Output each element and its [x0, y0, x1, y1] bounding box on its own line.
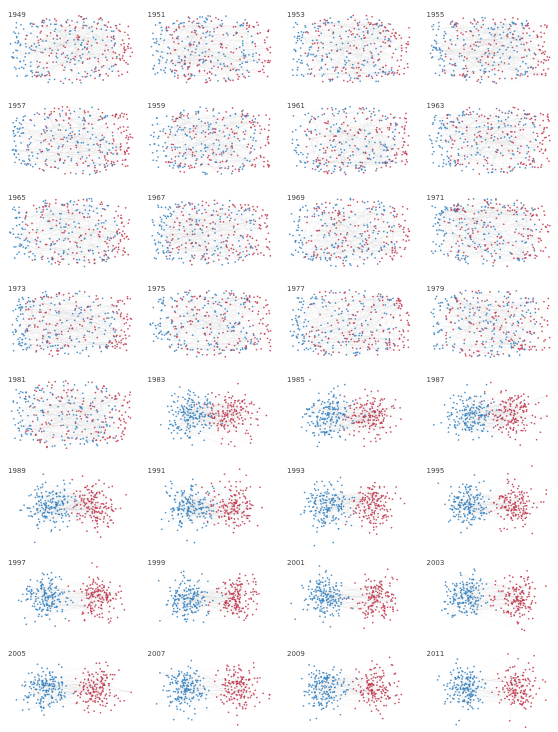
network-panel-1949: 1949: [0, 2, 139, 93]
year-label: 1977: [287, 286, 305, 293]
year-label: 1951: [148, 12, 166, 19]
network-panel-2009: 2009: [279, 641, 418, 732]
year-label: 1991: [148, 468, 166, 475]
network-panel-1961: 1961: [279, 93, 418, 184]
year-label: 2007: [148, 651, 166, 658]
year-label: 2009: [287, 651, 305, 658]
network-panel-2011: 2011: [419, 641, 558, 732]
edges: [10, 198, 129, 266]
network-panel-1979: 1979: [419, 276, 558, 367]
year-label: 1995: [427, 468, 445, 475]
year-label: 1967: [148, 195, 166, 202]
nodes: [159, 383, 266, 447]
edges: [431, 290, 549, 356]
network-panel-1993: 1993: [279, 458, 418, 549]
edges: [12, 381, 130, 448]
network-panel-2003: 2003: [419, 550, 558, 641]
year-label: 1979: [427, 286, 445, 293]
edges: [158, 571, 256, 622]
year-label: 1975: [148, 286, 166, 293]
network-panel-2001: 2001: [279, 550, 418, 641]
network-panel-1951: 1951: [140, 2, 279, 93]
network-panel-1955: 1955: [419, 2, 558, 93]
network-panel-1957: 1957: [0, 93, 139, 184]
nodes: [300, 477, 405, 547]
network-panel-1983: 1983: [140, 367, 279, 458]
network-panel-1965: 1965: [0, 185, 139, 276]
network-panel-1999: 1999: [140, 550, 279, 641]
edges: [304, 478, 396, 535]
edges: [156, 660, 269, 724]
year-label: 1983: [148, 377, 166, 384]
network-panel-1995: 1995: [419, 458, 558, 549]
year-label: 1999: [148, 560, 166, 567]
year-label: 1985: [287, 377, 305, 384]
network-panel-1987: 1987: [419, 367, 558, 458]
year-label: 1949: [8, 12, 26, 19]
network-panel-1971: 1971: [419, 185, 558, 276]
network-panel-1969: 1969: [279, 185, 418, 276]
nodes: [301, 379, 402, 447]
network-panel-1975: 1975: [140, 276, 279, 367]
network-panel-2007: 2007: [140, 641, 279, 732]
year-label: 1987: [427, 377, 445, 384]
edges: [161, 469, 257, 542]
edges: [11, 16, 133, 83]
year-label: 1965: [8, 195, 26, 202]
network-panel-1991: 1991: [140, 458, 279, 549]
year-label: 1955: [427, 12, 445, 19]
edges: [433, 383, 546, 441]
network-panel-1977: 1977: [279, 276, 418, 367]
edges: [293, 108, 409, 175]
network-panel-1967: 1967: [140, 185, 279, 276]
year-label: 1953: [287, 12, 305, 19]
year-label: 2003: [427, 560, 445, 567]
network-panel-1963: 1963: [419, 93, 558, 184]
network-panel-2005: 2005: [0, 641, 139, 732]
year-label: 1961: [287, 103, 305, 110]
network-panel-1973: 1973: [0, 276, 139, 367]
network-panel-1981: 1981: [0, 367, 139, 458]
nodes: [160, 469, 262, 544]
year-label: 1989: [8, 468, 26, 475]
year-label: 1973: [8, 286, 26, 293]
year-label: 1957: [8, 103, 26, 110]
year-label: 1993: [287, 468, 305, 475]
edges: [431, 198, 548, 265]
network-panel-1953: 1953: [279, 2, 418, 93]
year-label: 2001: [287, 560, 305, 567]
nodes: [437, 465, 547, 534]
network-panel-1997: 1997: [0, 550, 139, 641]
year-label: 1997: [8, 560, 26, 567]
edges: [290, 198, 410, 266]
network-panel-1959: 1959: [140, 93, 279, 184]
nodes: [155, 659, 270, 725]
year-label: 2005: [8, 651, 26, 658]
year-label: 2011: [427, 651, 445, 658]
network-panel-1985: 1985: [279, 367, 418, 458]
network-panel-1989: 1989: [0, 458, 139, 549]
nodes: [11, 380, 131, 449]
edges: [16, 662, 131, 715]
year-label: 1971: [427, 195, 445, 202]
year-label: 1969: [287, 195, 305, 202]
year-label: 1981: [8, 377, 26, 384]
year-label: 1963: [427, 103, 445, 110]
edges: [431, 18, 548, 84]
year-label: 1959: [148, 103, 166, 110]
